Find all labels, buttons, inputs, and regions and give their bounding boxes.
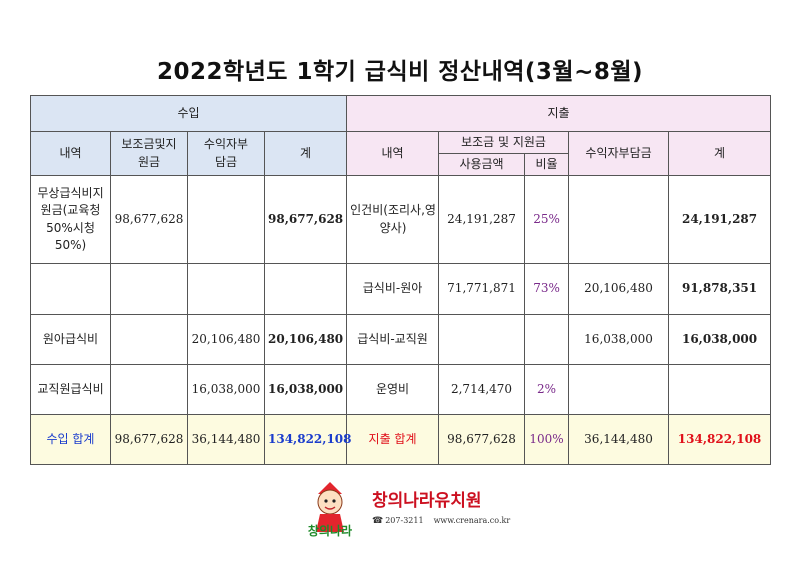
income-sum-subsidy: 98,677,628 (110, 414, 188, 465)
income-item: 교직원급식비 (30, 364, 111, 415)
expense-ratio: 25% (524, 175, 570, 264)
income-total (263, 263, 348, 315)
expense-col-subsidy-group: 보조금 및 지원금 (438, 131, 570, 154)
expense-ratio (524, 314, 570, 365)
table-row: 교직원급식비 16,038,000 16,038,000 운영비 2,714,4… (30, 364, 772, 415)
income-parent: 16,038,000 (187, 364, 265, 415)
table-row: 무상급식비지원금(교육청50%시청50%) 98,677,628 98,677,… (30, 175, 772, 264)
expense-parent: 20,106,480 (568, 263, 670, 315)
expense-used (438, 314, 526, 365)
expense-item: 인건비(조리사,영양사) (346, 175, 440, 264)
total-row: 수입 합계 98,677,628 36,144,480 134,822,108 … (30, 414, 772, 465)
kindergarten-footer: 창의나라 창의나라유치원 ☎ 207-3211 www.crenara.co.kr (300, 480, 540, 540)
expense-total: 16,038,000 (668, 314, 772, 365)
income-item (30, 263, 111, 315)
income-parent (187, 263, 265, 315)
table-row: 원아급식비 20,106,480 20,106,480 급식비-교직원 16,0… (30, 314, 772, 365)
expense-total: 91,878,351 (668, 263, 772, 315)
income-parent: 20,106,480 (187, 314, 265, 365)
income-total: 98,677,628 (263, 175, 348, 264)
expense-col-ratio: 비율 (524, 153, 570, 176)
table-row: 급식비-원아 71,771,871 73% 20,106,480 91,878,… (30, 263, 772, 315)
expense-ratio: 73% (524, 263, 570, 315)
income-col-parent: 수익자부담금 (187, 131, 265, 176)
contact-info: ☎ 207-3211 www.crenara.co.kr (372, 516, 510, 526)
expense-used: 2,714,470 (438, 364, 526, 415)
mascot-logo-icon: 창의나라 (308, 482, 352, 538)
expense-col-total: 계 (668, 131, 772, 176)
expense-total: 24,191,287 (668, 175, 772, 264)
expense-sum-used: 98,677,628 (438, 414, 526, 465)
expense-col-used: 사용금액 (438, 153, 526, 176)
income-item: 원아급식비 (30, 314, 111, 365)
income-subsidy (110, 364, 188, 415)
expense-used: 24,191,287 (438, 175, 526, 264)
income-subsidy: 98,677,628 (110, 175, 188, 264)
income-parent (187, 175, 265, 264)
income-subsidy (110, 314, 188, 365)
income-total: 16,038,000 (263, 364, 348, 415)
expense-used: 71,771,871 (438, 263, 526, 315)
income-header: 수입 (29, 95, 348, 132)
website-link[interactable]: www.crenara.co.kr (433, 516, 511, 525)
expense-parent (568, 364, 670, 415)
expense-sum-parent: 36,144,480 (568, 414, 670, 465)
expense-parent: 16,038,000 (568, 314, 670, 365)
expense-item: 급식비-교직원 (346, 314, 440, 365)
expense-header: 지출 (346, 95, 772, 132)
income-subsidy (110, 263, 188, 315)
page-title: 2022학년도 1학기 급식비 정산내역(3월~8월) (156, 59, 644, 85)
income-col-item: 내역 (30, 131, 111, 176)
income-item: 무상급식비지원금(교육청50%시청50%) (30, 175, 111, 264)
phone-number: 207-3211 (385, 516, 424, 525)
income-col-subsidy: 보조금및지원금 (110, 131, 188, 176)
expense-col-item: 내역 (346, 131, 440, 176)
logo-text: 창의나라 (308, 523, 352, 538)
expense-item: 운영비 (346, 364, 440, 415)
kindergarten-name: 창의나라유치원 (372, 491, 482, 511)
settlement-table: 수입 지출 내역 보조금및지원금 수익자부담금 계 내역 보조금 및 지원금 수… (29, 95, 772, 465)
expense-col-parent: 수익자부담금 (568, 131, 670, 176)
income-sum-label: 수입 합계 (30, 414, 111, 465)
income-sum-parent: 36,144,480 (187, 414, 265, 465)
expense-total (668, 364, 772, 415)
expense-sum-total: 134,822,108 (668, 414, 772, 465)
income-col-total: 계 (263, 131, 348, 176)
expense-sum-ratio: 100% (524, 414, 570, 465)
phone-icon: ☎ (372, 516, 384, 526)
income-total: 20,106,480 (263, 314, 348, 365)
expense-parent (568, 175, 670, 264)
expense-sum-label: 지출 합계 (346, 414, 440, 465)
expense-item: 급식비-원아 (346, 263, 440, 315)
income-sum-total: 134,822,108 (263, 414, 352, 465)
expense-ratio: 2% (524, 364, 570, 415)
